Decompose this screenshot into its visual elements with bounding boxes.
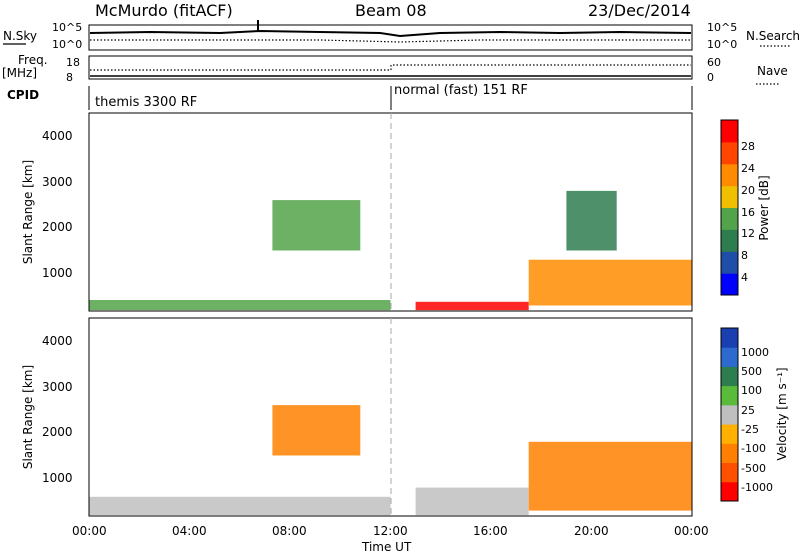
power-cell-1: [272, 200, 361, 251]
velocity-colorbar-ticks: 1000 500 100 25 -25 -100 -500 -1000: [741, 346, 773, 494]
velocity-ytick-1000: 1000: [42, 471, 73, 485]
cpid-segment-2: normal (fast) 151 RF: [394, 83, 528, 98]
velocity-heatmap: [89, 405, 692, 516]
power-ytick-2000: 2000: [42, 220, 73, 234]
power-cb-tick-24: 24: [741, 162, 755, 175]
xtick-0400: 04:00: [172, 524, 207, 538]
power-colorbar-swatch-5: [721, 163, 738, 187]
cpid-segment-1: themis 3300 RF: [95, 95, 197, 110]
freq-panel-frame: [88, 55, 693, 80]
freq-label-line1: Freq.: [18, 53, 48, 67]
velocity-cb-tick-500: 500: [741, 365, 762, 378]
xtick-0000: 00:00: [72, 524, 107, 538]
velocity-ytick-2000: 2000: [42, 425, 73, 439]
velocity-colorbar-swatch-5: [721, 385, 738, 406]
xtick-2400: 00:00: [674, 524, 709, 538]
velocity-colorbar: [721, 328, 738, 502]
freq-right-tick-top: 60: [707, 56, 721, 69]
velocity-cb-tick-25: 25: [741, 404, 755, 417]
noise-sky-label: N.Sky: [3, 29, 37, 43]
power-colorbar-swatch-6: [721, 141, 738, 165]
freq-left-tick-top: 18: [66, 56, 80, 69]
power-cb-tick-12: 12: [741, 227, 755, 240]
power-y-axis: 1000 2000 3000 4000: [42, 129, 73, 280]
velocity-y-axis: 1000 2000 3000 4000: [42, 334, 73, 485]
nave-label: Nave: [757, 64, 788, 78]
velocity-colorbar-swatch-4: [721, 404, 738, 425]
velocity-cell-2: [415, 487, 529, 516]
velocity-colorbar-swatch-3: [721, 424, 738, 444]
velocity-cb-tick-1000: 1000: [741, 346, 769, 359]
power-cb-tick-20: 20: [741, 184, 755, 197]
date-title: 23/Dec/2014: [588, 1, 691, 20]
power-cb-tick-28: 28: [741, 140, 755, 153]
velocity-colorbar-label: Velocity [m s⁻¹]: [775, 367, 789, 460]
power-cell-2: [415, 301, 529, 311]
velocity-colorbar-frame: [720, 327, 739, 502]
noise-left-tick-bottom: 10^0: [52, 38, 82, 51]
power-cb-tick-8: 8: [741, 249, 748, 262]
power-heatmap: [89, 190, 692, 311]
noise-panel-frame: [88, 24, 693, 51]
power-colorbar-frame: [720, 119, 739, 296]
power-colorbar-swatch-1: [721, 251, 738, 274]
freq-right-tick-bottom: 0: [707, 71, 714, 84]
velocity-cb-tick-neg500: -500: [741, 462, 766, 475]
power-colorbar-swatch-2: [721, 229, 738, 252]
cpid-label: CPID: [7, 88, 39, 102]
power-colorbar-swatch-0: [721, 273, 738, 296]
velocity-cell-1: [272, 405, 361, 456]
power-cb-tick-4: 4: [741, 271, 748, 284]
noise-sky-trace: [89, 29, 692, 38]
velocity-colorbar-swatch-2: [721, 443, 738, 463]
velocity-cell-0: [89, 496, 391, 516]
velocity-ylabel: Slant Range [km]: [21, 365, 35, 469]
xtick-1200: 12:00: [373, 524, 408, 538]
xtick-1600: 16:00: [473, 524, 508, 538]
power-ytick-3000: 3000: [42, 175, 73, 189]
x-axis-label: Time UT: [361, 540, 412, 554]
noise-right-tick-top: 10^5: [707, 21, 737, 34]
noise-left-tick-top: 10^5: [52, 21, 82, 34]
power-ytick-4000: 4000: [42, 129, 73, 143]
velocity-ytick-4000: 4000: [42, 334, 73, 348]
power-cb-tick-16: 16: [741, 206, 755, 219]
power-ytick-1000: 1000: [42, 266, 73, 280]
power-colorbar-label: Power [dB]: [757, 175, 771, 240]
noise-right-tick-bottom: 10^0: [707, 38, 737, 51]
noise-search-label: N.Search: [746, 29, 800, 43]
power-colorbar-swatch-7: [721, 120, 738, 143]
velocity-cb-tick-100: 100: [741, 384, 762, 397]
power-cell-0: [89, 300, 391, 311]
velocity-colorbar-swatch-8: [721, 328, 738, 348]
freq-label-line2: [MHz]: [2, 66, 37, 80]
power-cell-3: [528, 259, 692, 306]
xtick-2000: 20:00: [574, 524, 609, 538]
velocity-cb-tick-neg1000: -1000: [741, 481, 773, 494]
power-cell-4: [566, 190, 617, 251]
velocity-ytick-3000: 3000: [42, 380, 73, 394]
velocity-colorbar-swatch-1: [721, 462, 738, 483]
velocity-colorbar-swatch-0: [721, 481, 738, 502]
power-ylabel: Slant Range [km]: [21, 160, 35, 264]
x-axis: 00:00 04:00 08:00 12:00 16:00 20:00 00:0…: [72, 524, 709, 538]
freq-left-tick-bottom: 8: [66, 71, 73, 84]
beam-title: Beam 08: [355, 1, 427, 20]
velocity-colorbar-swatch-7: [721, 347, 738, 367]
velocity-cell-3: [528, 441, 692, 511]
power-colorbar-swatch-4: [721, 185, 738, 208]
nave-trace: [90, 64, 691, 71]
noise-search-trace: [90, 39, 691, 43]
velocity-cb-tick-neg100: -100: [741, 442, 766, 455]
station-title: McMurdo (fitACF): [95, 1, 233, 20]
xtick-0800: 08:00: [272, 524, 307, 538]
power-colorbar-ticks: 28 24 20 16 12 8 4: [741, 140, 755, 284]
velocity-colorbar-swatch-6: [721, 366, 738, 387]
power-colorbar-swatch-3: [721, 207, 738, 230]
power-colorbar: [721, 120, 738, 296]
velocity-cb-tick-neg25: -25: [741, 423, 759, 436]
